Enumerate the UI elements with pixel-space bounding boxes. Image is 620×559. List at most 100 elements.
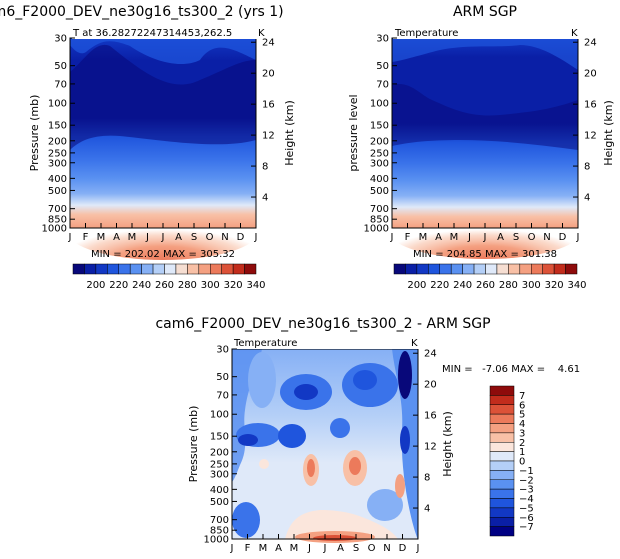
panel-diff: cam6_F2000_DEV_ne30g16_ts300_2 - ARM SGP [155, 316, 580, 554]
colorbar-label: −1 [519, 466, 534, 477]
colorbar-label: 340 [567, 280, 586, 291]
colorbar-label: 320 [545, 280, 564, 291]
colorbar-label: −7 [519, 522, 534, 533]
colorbar-label: 280 [499, 280, 518, 291]
colorbar-swatch [72, 263, 85, 275]
pressure-tick-label: 150 [210, 432, 229, 443]
pressure-tick-label: 200 [48, 136, 67, 147]
month-tick-label: D [399, 543, 407, 554]
panel-model-overlay-text: T at 36.28272247314453,262.5 [72, 28, 232, 39]
month-tick-label: J [323, 543, 327, 554]
panel-obs-overlay-unit: K [571, 28, 578, 39]
colorbar-swatch [489, 470, 515, 480]
pressure-tick-label: 1000 [364, 224, 389, 235]
height-tick-label: 4 [262, 193, 268, 204]
colorbar-label: −2 [519, 475, 534, 486]
colorbar-label: 260 [476, 280, 495, 291]
colorbar-swatch [84, 263, 97, 275]
colorbar-swatch [489, 432, 515, 443]
colorbar-swatch [439, 263, 452, 275]
panel-diff-blob [395, 474, 405, 498]
colorbar-swatch [531, 263, 543, 275]
month-tick-label: J [145, 232, 149, 243]
panel-model-ylabel: Pressure (mb) [28, 95, 41, 172]
colorbar-swatch [473, 263, 486, 275]
panel-obs-upper-region [392, 38, 578, 70]
month-tick-label: J [307, 543, 311, 554]
panel-model-minmax: MIN = 202.02 MAX = 305.32 [91, 249, 235, 260]
colorbar-swatch [393, 263, 406, 275]
pressure-tick-label: 400 [48, 174, 67, 185]
panel-diff-blob [278, 424, 306, 448]
panel-model-title: cam6_F2000_DEV_ne30g16_ts300_2 (yrs 1) [0, 4, 284, 20]
colorbar-swatch [175, 263, 188, 275]
pressure-tick-label: 200 [370, 136, 389, 147]
panel-model-cold-region [70, 44, 256, 150]
colorbar-label: 300 [522, 280, 541, 291]
pressure-tick-label: 200 [210, 447, 229, 458]
month-tick-label: A [113, 232, 120, 243]
colorbar-swatch [496, 263, 509, 275]
pressure-tick-label: 500 [48, 186, 67, 197]
pressure-tick-label: 250 [370, 148, 389, 159]
colorbar-label: −4 [519, 494, 534, 505]
height-tick-label: 12 [584, 131, 597, 142]
month-tick-label: F [83, 232, 89, 243]
panel-model-y2label: Height (km) [283, 100, 296, 166]
colorbar-swatch [489, 526, 515, 537]
colorbar-label: 220 [430, 280, 449, 291]
pressure-tick-label: 300 [370, 158, 389, 169]
pressure-tick-label: 500 [370, 186, 389, 197]
panel-model-plot [68, 37, 258, 260]
height-tick-label: 8 [584, 162, 590, 173]
colorbar-label: 340 [246, 280, 265, 291]
pressure-tick-label: 850 [48, 215, 67, 226]
panel-diff-overlay-text: Temperature [233, 338, 297, 349]
panel-obs-colorbar: 200 220 240 260 280 300 320 340 [393, 263, 587, 291]
panel-diff-minmax: MIN = -7.06 MAX = 4.61 [442, 364, 580, 375]
month-tick-label: M [128, 232, 137, 243]
panel-diff-blob [294, 384, 318, 400]
colorbar-swatch [565, 263, 578, 275]
month-tick-label: A [497, 232, 504, 243]
colorbar-swatch [489, 498, 515, 509]
month-tick-label: J [390, 232, 394, 243]
pressure-tick-label: 700 [48, 204, 67, 215]
colorbar-swatch [416, 263, 429, 275]
pressure-tick-label: 150 [370, 121, 389, 132]
colorbar-swatch [129, 263, 142, 275]
month-tick-label: D [237, 232, 245, 243]
panel-model: cam6_F2000_DEV_ne30g16_ts300_2 (yrs 1) T… [0, 4, 296, 291]
colorbar-label: 280 [178, 280, 197, 291]
height-tick-label: 8 [262, 162, 268, 173]
colorbar-swatch [489, 488, 515, 499]
panel-diff-overlay-unit: K [411, 338, 418, 349]
month-tick-label: J [254, 232, 258, 243]
panel-diff-height-ticks: 4 8 12 16 20 24 [413, 349, 437, 515]
panel-model-overlay-unit: K [258, 28, 265, 39]
month-tick-label: A [435, 232, 442, 243]
colorbar-swatch [489, 413, 515, 424]
panel-obs: ARM SGP Temperature K 305070100150200250… [347, 4, 615, 291]
colorbar-swatch [489, 507, 515, 518]
month-tick-label: O [528, 232, 536, 243]
pressure-tick-label: 100 [370, 99, 389, 110]
month-tick-label: J [576, 232, 580, 243]
panel-diff-blob [238, 434, 258, 446]
pressure-tick-label: 70 [54, 79, 67, 90]
colorbar-swatch [508, 263, 521, 275]
panel-obs-overlay-bg [393, 27, 581, 39]
pressure-tick-label: 30 [216, 345, 229, 356]
colorbar-swatch [210, 263, 222, 275]
colorbar-label: 1 [519, 447, 525, 458]
pressure-tick-label: 30 [54, 34, 67, 45]
panel-diff-blob [398, 351, 412, 399]
pressure-tick-label: 400 [210, 485, 229, 496]
colorbar-swatch [428, 263, 440, 275]
pressure-tick-label: 70 [216, 390, 229, 401]
height-tick-label: 16 [262, 100, 275, 111]
colorbar-label: 6 [519, 400, 525, 411]
panel-diff-blob [353, 370, 377, 390]
